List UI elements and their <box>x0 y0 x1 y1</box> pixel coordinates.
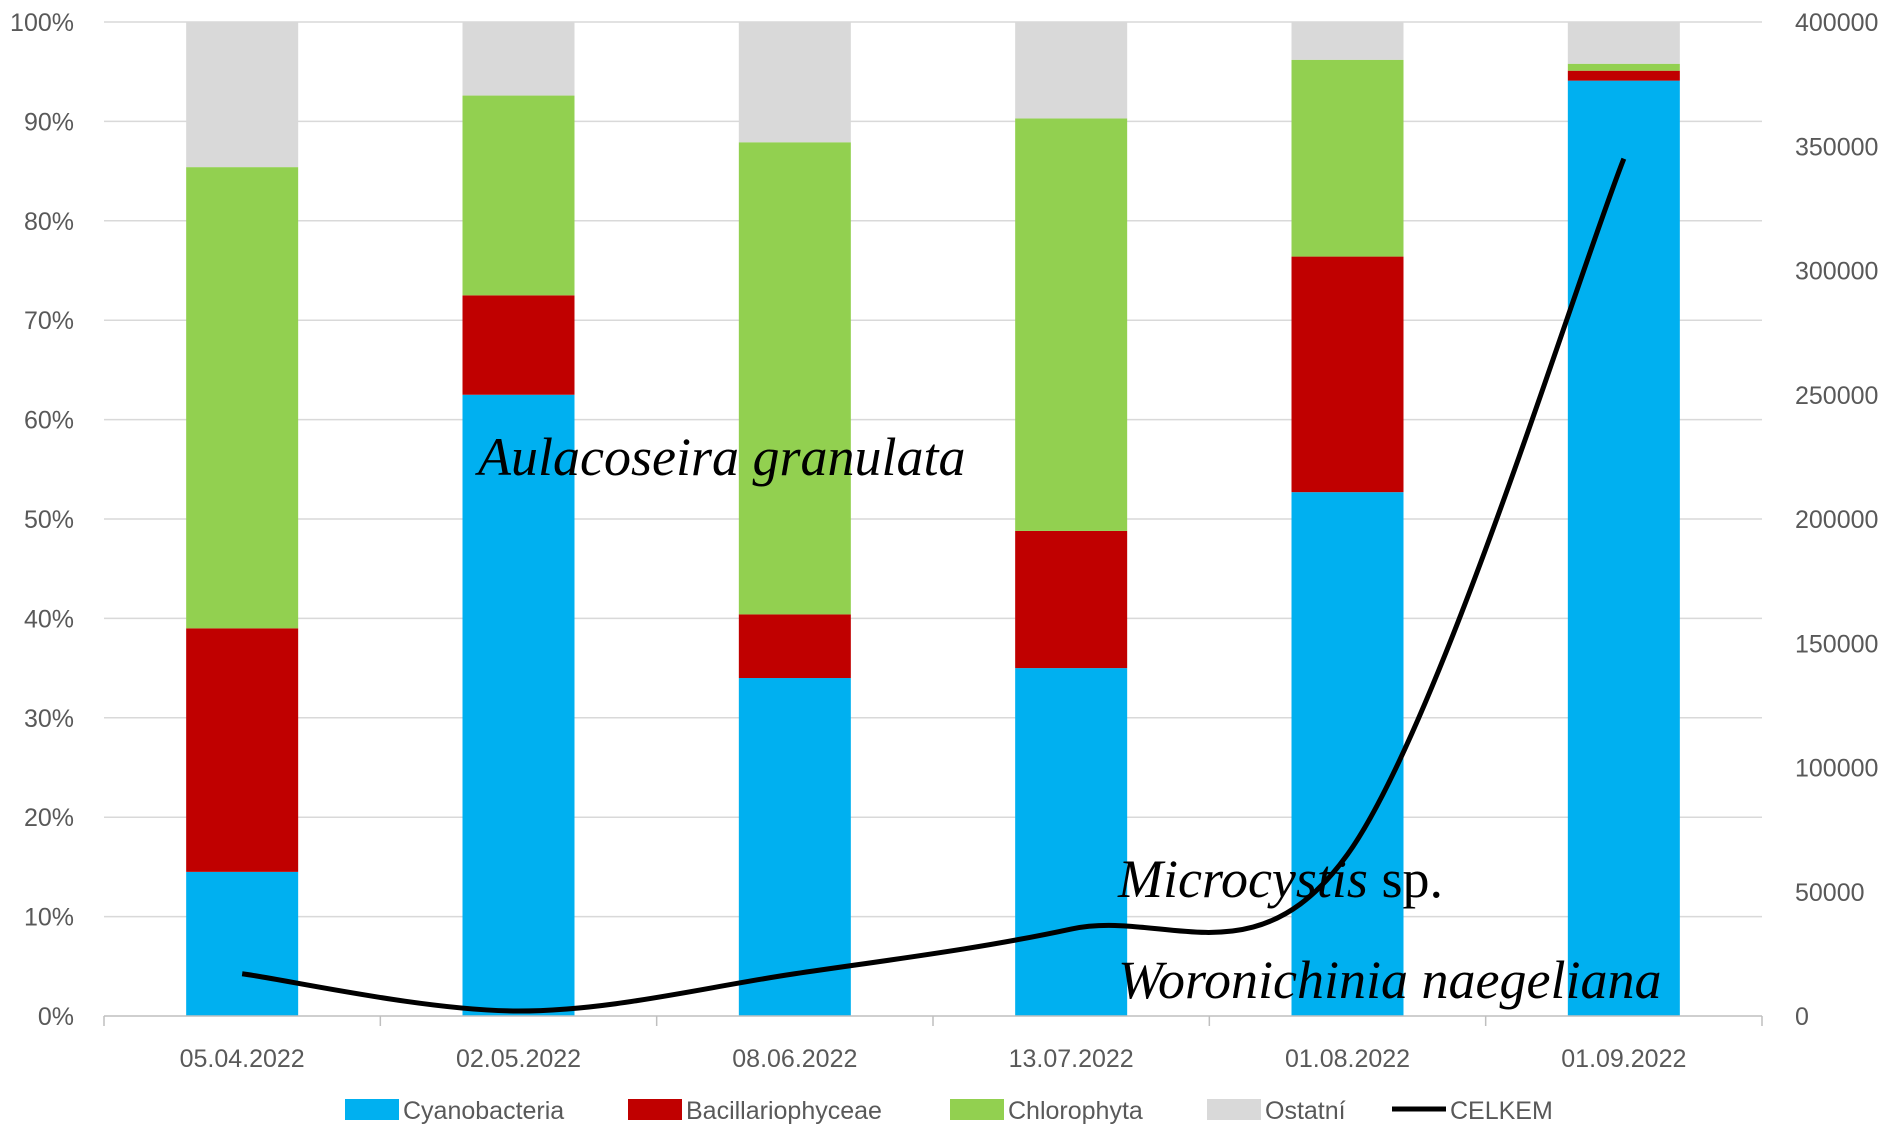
x-tick-label: 13.07.2022 <box>1009 1045 1134 1073</box>
bar-segment <box>1567 63 1680 71</box>
legend-label: Bacillariophyceae <box>686 1097 882 1125</box>
bar-segment <box>462 394 575 1016</box>
bar-segment <box>1291 59 1404 257</box>
y-left-tick-label: 60% <box>24 407 74 435</box>
legend-swatch <box>1207 1099 1261 1120</box>
y-right-tick-label: 350000 <box>1795 133 1878 161</box>
y-left-tick-label: 90% <box>24 108 74 136</box>
bar-segment <box>186 167 299 629</box>
bar-segment <box>738 678 851 1016</box>
x-tick-label: 01.08.2022 <box>1285 1045 1410 1073</box>
x-tick-label: 01.09.2022 <box>1561 1045 1686 1073</box>
annotation-aulacoseira: Aulacoseira granulata <box>475 427 965 487</box>
legend-swatch <box>345 1099 399 1120</box>
y-left-tick-label: 100% <box>10 9 74 37</box>
bar-segment <box>1567 70 1680 81</box>
y-right-tick-label: 150000 <box>1795 630 1878 658</box>
bar-segment <box>186 871 299 1016</box>
annotation-microcystis: Microcystis sp. <box>1117 849 1443 909</box>
bar-segment <box>1291 492 1404 1016</box>
x-tick-label: 02.05.2022 <box>456 1045 581 1073</box>
y-right-tick-label: 50000 <box>1795 879 1865 907</box>
x-tick-label: 05.04.2022 <box>180 1045 305 1073</box>
y-right-tick-label: 100000 <box>1795 755 1878 783</box>
y-left-tick-label: 20% <box>24 804 74 832</box>
legend-label: Ostatní <box>1265 1097 1346 1125</box>
y-left-tick-label: 30% <box>24 705 74 733</box>
legend-swatch <box>628 1099 682 1120</box>
line-series-celkem <box>241 157 1627 1014</box>
legend-swatch <box>950 1099 1004 1120</box>
bar-segment <box>1015 530 1128 669</box>
bar-segment <box>1567 22 1680 64</box>
legend-label: Chlorophyta <box>1008 1097 1143 1125</box>
y-left-tick-label: 10% <box>24 904 74 932</box>
y-right-tick-label: 400000 <box>1795 9 1878 37</box>
y-left-tick-label: 40% <box>24 605 74 633</box>
y-right-tick-label: 300000 <box>1795 258 1878 286</box>
bar-segment <box>1015 22 1128 119</box>
annotation-microcystis-genus: Microcystis <box>1117 849 1368 909</box>
bar-segment <box>1015 668 1128 1016</box>
bar-segment <box>1015 118 1128 531</box>
y-left-tick-label: 70% <box>24 307 74 335</box>
bar-segment <box>1291 22 1404 60</box>
y-left-tick-label: 80% <box>24 208 74 236</box>
bar-segment <box>462 295 575 395</box>
bar-segment <box>738 142 851 615</box>
y-left-tick-label: 0% <box>38 1003 74 1031</box>
x-tick-label: 08.06.2022 <box>732 1045 857 1073</box>
bar-segment <box>462 95 575 296</box>
bar-segment <box>186 22 299 168</box>
legend-label: Cyanobacteria <box>403 1097 564 1125</box>
bar-segment <box>738 614 851 679</box>
bar-segment <box>1291 256 1404 493</box>
annotation-woronichinia: Woronichinia naegeliana <box>1118 950 1661 1010</box>
y-left-tick-label: 50% <box>24 506 74 534</box>
y-right-tick-label: 200000 <box>1795 506 1878 534</box>
bar-segment <box>738 22 851 143</box>
annotation-microcystis-suffix: sp. <box>1368 849 1443 909</box>
bar-segment <box>462 22 575 96</box>
bar-segment <box>186 628 299 872</box>
y-right-tick-label: 250000 <box>1795 382 1878 410</box>
bar-segment <box>1567 80 1680 1017</box>
legend-label: CELKEM <box>1450 1097 1553 1125</box>
y-right-tick-label: 0 <box>1795 1003 1809 1031</box>
